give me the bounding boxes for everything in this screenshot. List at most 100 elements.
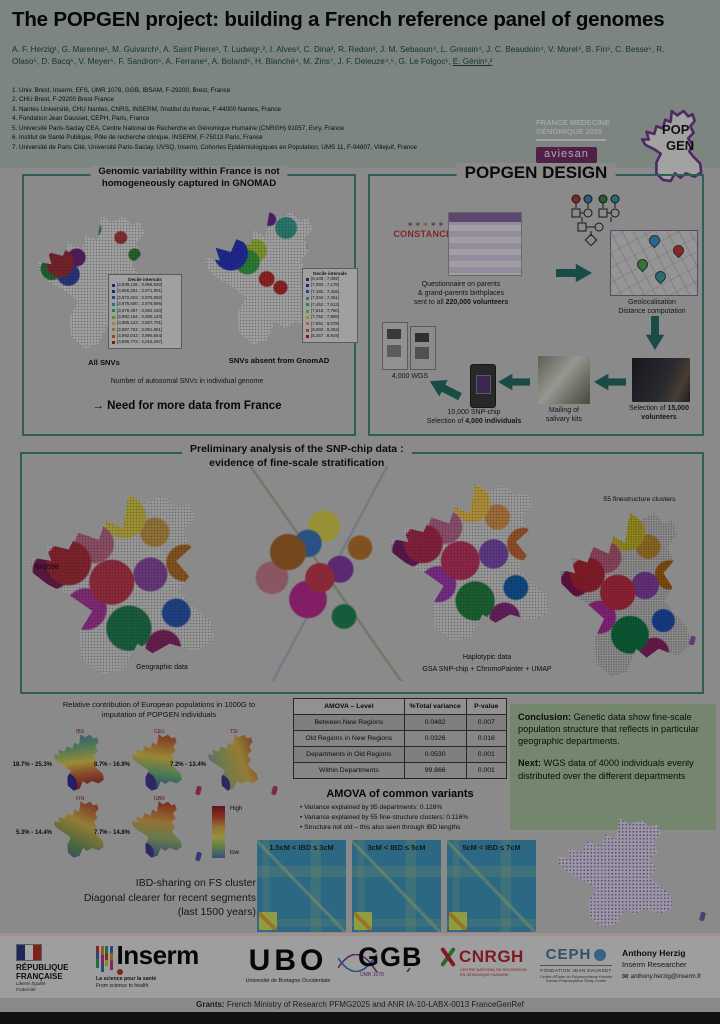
photo-salivary-kits <box>538 356 590 404</box>
arrow-left-icon <box>498 372 530 392</box>
ibd-heatmap-2: 3cM < IBD ≤ 5cM <box>352 840 441 932</box>
map-left-label: All SNVs <box>88 358 120 367</box>
snp-title-line2: evidence of fine-scale stratification <box>209 456 385 469</box>
conclusion-label: Conclusion: <box>518 712 572 722</box>
legend-row: [7,093 ; 7,176] <box>306 282 354 288</box>
map-wgs-sampling <box>558 818 674 928</box>
footer-divider <box>0 933 720 936</box>
imputation-title: Relative contribution of European popula… <box>62 700 256 720</box>
legend-row: [8,257 ; 8,919] <box>306 333 354 339</box>
legend-row: [3,992,043 ; 3,996,664] <box>112 333 178 339</box>
ggb-umr: UMR 1078 <box>360 972 384 978</box>
pop-code-label: GBR <box>154 796 165 802</box>
map-finestructure-clusters <box>560 511 691 677</box>
corsica-shape <box>688 635 697 646</box>
legend-row: [3,985,123 ; 3,987,701] <box>112 320 178 326</box>
sample-size-label: N=9598 <box>34 564 59 571</box>
legend-row: [3,939,135 ; 3,966,920] <box>112 282 178 288</box>
corsica-shape <box>194 785 203 796</box>
legend-row: [3,996,773 ; 4,016,257] <box>112 339 178 345</box>
map-pin-blue-icon <box>646 232 663 249</box>
bullet-item: Variance explained by 55 fine-structure … <box>300 813 512 823</box>
ceph-fondation: FONDATION JEAN DAUSSET <box>540 968 612 973</box>
table-header-row: AMOVA – Level %Total variance P-value <box>293 698 508 715</box>
legend-row: [8,082 ; 8,252] <box>306 327 354 333</box>
bullet-item: Variance explained by 95 departments: 0.… <box>300 803 512 813</box>
bottom-black-bar <box>0 1012 720 1024</box>
inserm-wordmark: Inserm <box>116 940 200 970</box>
footer-band <box>0 936 720 998</box>
range-label: 8.7% - 16.9% <box>93 762 130 768</box>
panel-gnomad-title: Genomic variability within France is not… <box>90 166 288 190</box>
ubo-subtitle: Université de Bretagne Occidentale <box>245 978 331 984</box>
cnrgh-sub1: CENTRE NATIONAL DE RECHERCHE <box>460 968 527 972</box>
corsica-shape <box>270 785 279 796</box>
legend-row: [3,982,164 ; 3,985,120] <box>112 314 178 320</box>
arrow-down-icon <box>644 316 666 350</box>
col-header: %Total variance <box>403 698 467 715</box>
affiliation-list: 1. Univ. Brest, Inserm, EFS, UMR 1078, G… <box>12 86 532 152</box>
panel-gnomad-variability: Genomic variability within France is not… <box>22 166 358 436</box>
constances-figures-icon: ✶✶✶✶✶ <box>406 220 446 229</box>
scale-low-label: low <box>230 850 240 856</box>
contact-role: Inserm Researcher <box>622 960 687 969</box>
imputation-map-tsi <box>208 734 258 791</box>
legend-row: [7,752 ; 7,888] <box>306 314 354 320</box>
arrow-right-icon <box>556 263 592 283</box>
grants-label: Grants: <box>196 1000 225 1009</box>
snp-chip-image <box>470 364 496 408</box>
affiliation: 1. Univ. Brest, Inserm, EFS, UMR 1078, G… <box>12 87 231 94</box>
legend-row: [7,182 ; 7,326] <box>306 289 354 295</box>
email-icon: ✉ <box>622 972 629 981</box>
ibd-heatmap-label: 1.5cM < IBD ≤ 3cM <box>269 843 334 852</box>
range-label: 5.3% - 14.4% <box>15 830 52 836</box>
rf-line2: FRANÇAISE <box>16 972 63 982</box>
popgen-logo-gen: GEN <box>666 138 695 153</box>
questionnaire-image <box>448 212 522 276</box>
panel-design-title: POPGEN DESIGN <box>456 163 616 183</box>
ibd-caption: IBD-sharing on FS cluster Diagonal clear… <box>83 877 256 919</box>
geolocalisation-text: Geolocalisation Distance computation <box>618 299 686 316</box>
range-label: 7.2% - 13.4% <box>169 762 206 768</box>
affiliation: 5. Université Paris-Saclay CEA, Centre N… <box>12 124 345 132</box>
gnomad-need-text: → Need for more data from France <box>92 400 282 412</box>
table-row: Departments in Old Regions 0.0530 0.001 <box>293 746 508 763</box>
page-title: The POPGEN project: building a French re… <box>12 8 665 31</box>
map-right-label: SNVs absent from GnomAD <box>228 356 330 365</box>
amova-subtitle: AMOVA of common variants <box>326 788 474 800</box>
legend-row: [3,987,704 ; 3,991,951] <box>112 327 178 333</box>
inserm-tagline-fr: La science pour la santé <box>96 976 157 983</box>
ceph-circle-icon <box>594 948 607 961</box>
table-row: Within Departments 99.866 0.001 <box>293 762 508 779</box>
color-scale-bar <box>212 806 225 858</box>
author-list: A. F. Herzig¹, G. Marenne¹, M. Guivarch¹… <box>12 44 672 68</box>
fmg-line2: GÉNOMIQUE 2025 <box>536 127 603 137</box>
amova-table: AMOVA – Level %Total variance P-value Be… <box>293 698 508 779</box>
rf-line1: RÉPUBLIQUE <box>16 963 69 972</box>
map-pin-red-icon <box>670 242 687 259</box>
pop-code-label: CEU <box>154 729 165 735</box>
legend-row: [3,976,600 ; 3,978,696] <box>112 301 178 307</box>
table-row: Old Regions in New Regions 0.0326 0.016 <box>293 730 508 747</box>
cnrgh-sub2: EN GÉNOMIQUE HUMAINE <box>460 972 509 977</box>
range-label: 18.7% - 25.3% <box>12 762 52 768</box>
gnomad-title-line1: Genomic variability within France is not <box>98 166 280 177</box>
grants-strip: Grants: French Ministry of Research PFMG… <box>0 998 720 1012</box>
decile-legend-right: Decile intervals [6,440 ; 7,092] [7,093 … <box>302 268 358 343</box>
inserm-bars-icon <box>96 944 113 972</box>
pop-code-label: FIN <box>76 796 85 802</box>
cnrgh-wordmark: CNRGH <box>459 947 524 966</box>
contact-email: anthony.herzig@inserm.fr <box>630 973 702 980</box>
cnrgh-logo: CNRGH CENTRE NATIONAL DE RECHERCHE EN GÉ… <box>440 946 536 978</box>
legend-row: [3,979,397 ; 3,982,150] <box>112 308 178 314</box>
panel-snp-analysis: Preliminary analysis of the SNP-chip dat… <box>20 443 704 694</box>
affiliation: 4. Fondation Jean Dausset, CEPH, Paris, … <box>12 115 150 123</box>
map-geographic-clusters <box>30 493 215 675</box>
republique-francaise-logo: RÉPUBLIQUE FRANÇAISE Liberté Égalité Fra… <box>16 944 94 993</box>
corsica-shape <box>698 911 707 922</box>
snp-title-line1: Preliminary analysis of the SNP-chip dat… <box>190 443 404 455</box>
gnomad-caption: Number of autosomal SNVs in individual g… <box>110 378 264 385</box>
amova-bullets: Variance explained by 95 departments: 0.… <box>300 803 512 833</box>
legend-row: [7,334 ; 7,451] <box>306 295 354 301</box>
table-row: Between New Regions 0.0482 0.007 <box>293 714 508 731</box>
